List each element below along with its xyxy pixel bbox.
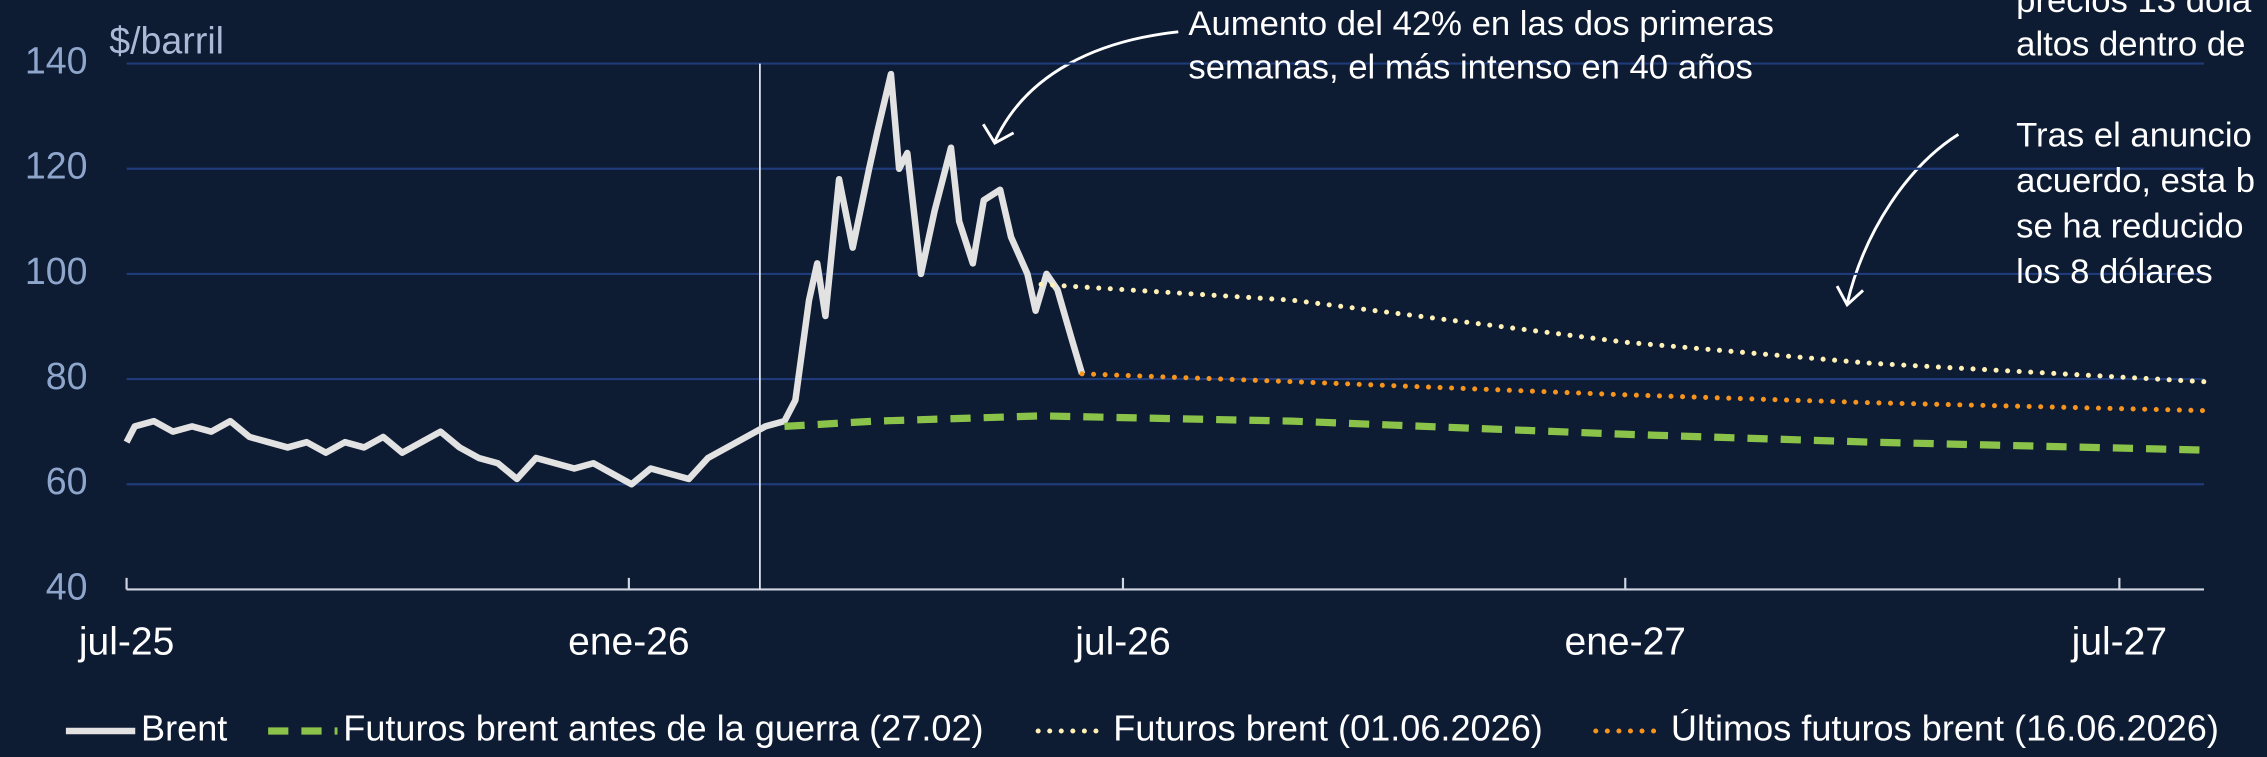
- y-tick-label: 60: [46, 460, 88, 502]
- legend-label: Futuros brent (01.06.2026): [1113, 708, 1543, 749]
- annotation: precios 13 dóla: [2016, 0, 2252, 20]
- series-line: [123, 70, 1086, 488]
- annotation: semanas, el más intenso en 40 años: [1188, 48, 1752, 86]
- y-tick-label: 120: [25, 145, 88, 187]
- y-tick-label: 100: [25, 250, 88, 292]
- y-axis-label: $/barril: [109, 19, 224, 61]
- annotation: Aumento del 42% en las dos primeras: [1188, 5, 1774, 43]
- x-tick-label: jul-27: [2071, 621, 2167, 664]
- legend-label: Futuros brent antes de la guerra (27.02): [343, 708, 983, 749]
- series-line: [1079, 371, 2207, 414]
- arrow-head: [982, 123, 1015, 145]
- x-tick-label: ene-26: [568, 621, 689, 664]
- series-line: [1038, 281, 2207, 385]
- x-tick-label: ene-27: [1565, 621, 1686, 664]
- x-tick-label: jul-26: [1074, 621, 1170, 664]
- annotation: Tras el anuncio: [2016, 116, 2252, 154]
- legend-label: Últimos futuros brent (16.06.2026): [1671, 708, 2219, 749]
- series-line: [784, 412, 2205, 454]
- y-tick-label: 40: [46, 565, 88, 607]
- annotation: altos dentro de: [2016, 25, 2245, 63]
- arrow-head: [1835, 285, 1865, 308]
- y-tick-label: 140: [25, 39, 88, 81]
- annotation: los 8 dólares: [2016, 253, 2213, 291]
- annotation: acuerdo, esta b: [2016, 162, 2255, 200]
- annotation: se ha reducido: [2016, 207, 2243, 245]
- x-tick-label: jul-25: [78, 621, 174, 664]
- arrow: [1845, 133, 1960, 304]
- y-tick-label: 80: [46, 355, 88, 397]
- legend-label: Brent: [141, 708, 227, 749]
